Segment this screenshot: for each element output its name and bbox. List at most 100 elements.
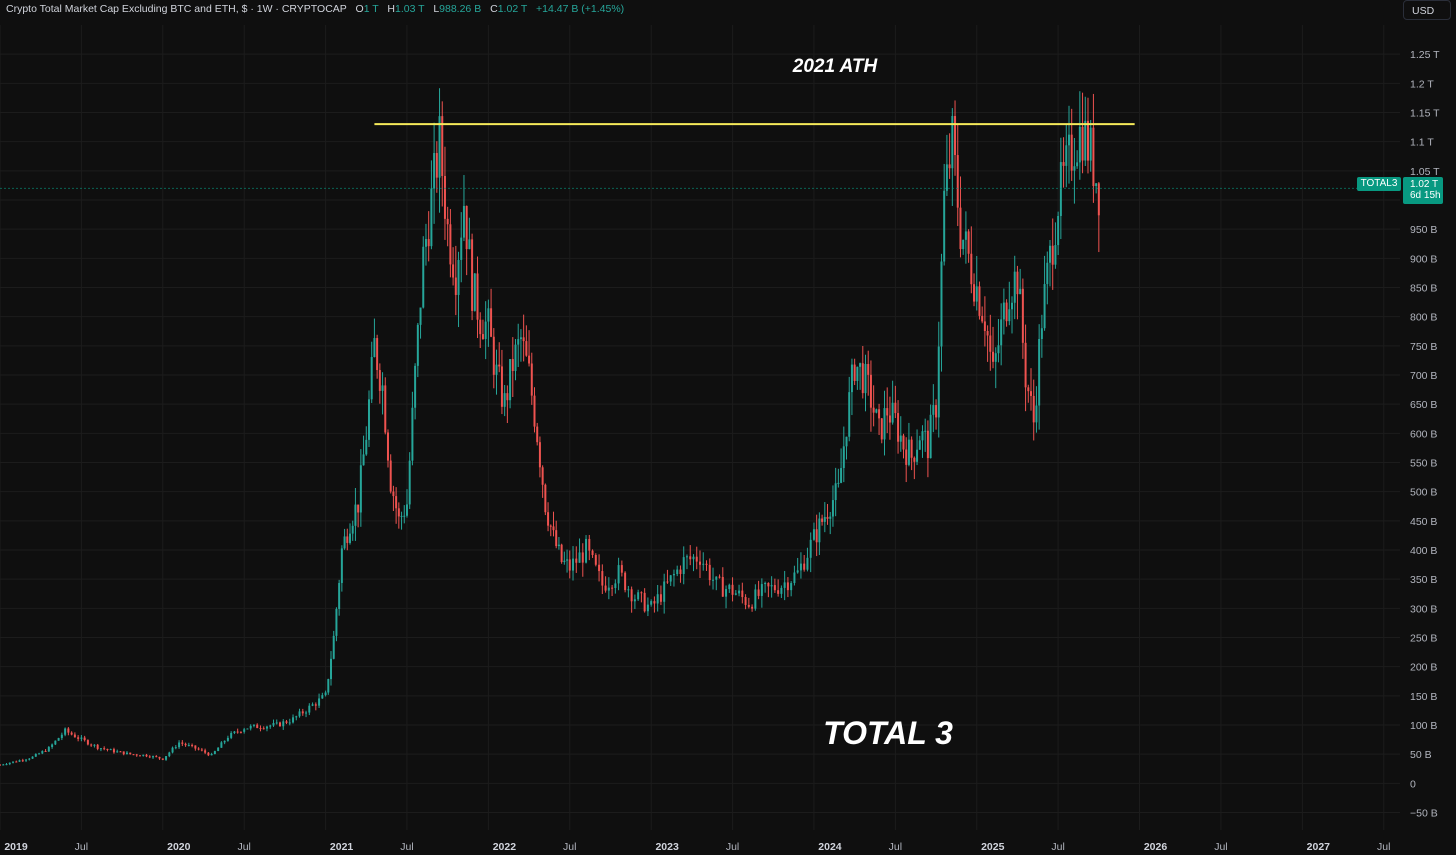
y-tick-label: 200 B — [1410, 662, 1437, 674]
candle — [1076, 150, 1079, 169]
candle — [239, 731, 242, 734]
candle-body — [1084, 120, 1087, 161]
candle-body — [64, 728, 67, 735]
candle-body — [506, 393, 509, 401]
candle-body — [653, 601, 656, 604]
candle — [1046, 251, 1049, 305]
candle-body — [400, 515, 403, 517]
candle-body — [311, 704, 314, 706]
candle — [230, 731, 233, 740]
candle — [282, 719, 285, 730]
candle — [572, 546, 575, 581]
x-tick-label: 2027 — [1307, 841, 1331, 853]
candle — [509, 358, 512, 409]
candle-body — [70, 732, 73, 735]
candle-body — [1008, 309, 1011, 322]
y-tick-label: 1.25 T — [1410, 49, 1440, 61]
candle-body — [525, 341, 528, 356]
candle-body — [741, 590, 744, 598]
candle-body — [200, 749, 203, 751]
candle-body — [614, 583, 617, 589]
open-value: 1 T — [363, 3, 379, 15]
candle — [403, 505, 406, 524]
candle-body — [367, 399, 370, 440]
candle — [178, 740, 181, 749]
y-tick-label: 100 B — [1410, 720, 1437, 732]
y-tick-label: 600 B — [1410, 428, 1437, 440]
candle-body — [165, 756, 168, 760]
candle-body — [541, 467, 544, 485]
candle-body — [656, 594, 659, 604]
candle-body — [951, 116, 954, 169]
candle-body — [718, 576, 721, 578]
candle — [481, 319, 484, 340]
candle — [921, 425, 924, 458]
candle-body — [728, 584, 731, 590]
candle — [34, 753, 37, 758]
candle — [148, 755, 151, 759]
candle-body — [31, 756, 34, 759]
candle-body — [41, 750, 44, 754]
candle-body — [21, 760, 24, 762]
candle — [223, 740, 226, 745]
candle — [790, 581, 793, 597]
candle — [443, 146, 446, 240]
y-tick-label: 900 B — [1410, 253, 1437, 265]
candle — [18, 759, 21, 762]
candle — [1078, 91, 1081, 180]
candle — [541, 465, 544, 498]
candle-body — [585, 538, 588, 563]
candle — [54, 740, 57, 746]
candle-body — [581, 552, 584, 563]
candle — [633, 594, 636, 610]
candle — [21, 758, 24, 763]
candle — [112, 747, 115, 754]
candle-body — [301, 711, 304, 714]
candle — [786, 577, 789, 598]
y-tick-label: 550 B — [1410, 458, 1437, 470]
candle — [262, 726, 265, 730]
candle-body — [1043, 284, 1046, 329]
candle — [760, 578, 763, 608]
candle — [321, 692, 324, 699]
candle-body — [295, 716, 298, 718]
candle-body — [1021, 288, 1024, 343]
candle — [465, 205, 468, 276]
x-tick-label: 2023 — [655, 841, 679, 853]
candle-body — [1013, 271, 1016, 303]
candle-body — [411, 407, 414, 461]
candle-body — [256, 724, 259, 729]
candle — [330, 651, 333, 686]
candle — [705, 560, 708, 571]
currency-button[interactable]: USD — [1403, 0, 1451, 20]
candle — [269, 724, 272, 729]
candle-body — [265, 726, 268, 729]
candle-body — [103, 748, 106, 750]
candle-body — [992, 351, 995, 362]
candle-body — [298, 711, 301, 717]
candle — [311, 702, 314, 707]
candle — [754, 584, 757, 611]
candle — [119, 751, 122, 753]
candle — [880, 418, 883, 444]
candle — [500, 349, 503, 415]
candle-body — [335, 608, 338, 636]
candle-body — [594, 554, 597, 565]
time-axis[interactable]: 2019 Jul 2020 Jul 2021 Jul 2022 Jul 2023 Jul 2024 J… — [4, 841, 1390, 853]
candle — [1030, 368, 1033, 411]
candle — [699, 550, 701, 579]
candle — [25, 758, 28, 763]
candle — [653, 596, 656, 613]
candle — [986, 325, 989, 362]
candle-body — [389, 460, 392, 492]
candle — [343, 528, 346, 550]
candle — [522, 314, 525, 362]
candle — [708, 558, 711, 586]
candle-body — [132, 754, 135, 756]
candle-body — [850, 364, 853, 393]
candle — [1086, 97, 1089, 174]
candle-body — [685, 556, 688, 558]
candle-body — [869, 374, 872, 408]
